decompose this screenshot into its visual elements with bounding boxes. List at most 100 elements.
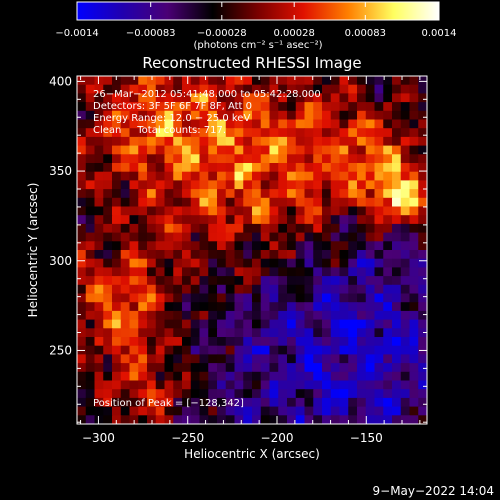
heatmap-cell (365, 250, 376, 260)
heatmap-cell (383, 380, 393, 390)
heatmap-cell (243, 171, 253, 181)
heatmap-cell (252, 163, 262, 173)
heatmap-cell (120, 284, 131, 295)
heatmap-cell (365, 76, 376, 86)
heatmap-cell (208, 406, 218, 416)
heatmap-cell (243, 337, 253, 347)
heatmap-cell (208, 93, 218, 103)
heatmap-cell (199, 250, 209, 260)
heatmap-cell (278, 189, 288, 199)
heatmap-cell (418, 197, 427, 208)
heatmap-cell (304, 276, 314, 286)
heatmap-cell (164, 241, 174, 251)
heatmap-cell (85, 310, 96, 321)
heatmap-cell (287, 345, 297, 355)
heatmap-cell (383, 110, 393, 121)
heatmap-cell (217, 380, 227, 390)
heatmap-cell (173, 389, 183, 399)
heatmap-cell (225, 128, 236, 138)
heatmap-cell (260, 232, 271, 242)
heatmap-cell (304, 397, 314, 408)
heatmap-cell (392, 119, 402, 129)
heatmap-cell (103, 250, 113, 260)
heatmap-cell (112, 319, 122, 329)
heatmap-cell (94, 319, 104, 329)
heatmap-cell (138, 284, 148, 295)
heatmap-cell (208, 163, 218, 173)
heatmap-cell (418, 163, 427, 173)
heatmap-cell (313, 302, 323, 312)
heatmap-cell (295, 397, 306, 408)
heatmap-cell (217, 276, 227, 286)
heatmap-cell (155, 102, 166, 112)
heatmap-cell (348, 406, 358, 416)
heatmap-cell (208, 189, 218, 199)
heatmap-cell (409, 189, 419, 199)
heatmap-cell (278, 389, 288, 399)
heatmap-cell (409, 415, 419, 424)
heatmap-cell (85, 302, 96, 312)
heatmap-cell (234, 76, 244, 86)
heatmap-cell (409, 119, 419, 129)
heatmap-cell (365, 258, 376, 268)
heatmap-cell (339, 250, 349, 260)
heatmap-cell (269, 128, 279, 138)
heatmap-cell (234, 206, 244, 216)
heatmap-cell (147, 310, 157, 321)
heatmap-cell (208, 284, 218, 295)
heatmap-cell (120, 180, 131, 190)
heatmap-cell (217, 171, 227, 181)
heatmap-cell (243, 163, 253, 173)
heatmap-cell (348, 310, 358, 321)
heatmap-cell (190, 241, 201, 251)
heatmap-cell (243, 241, 253, 251)
heatmap-cell (400, 310, 411, 321)
heatmap-cell (383, 284, 393, 295)
heatmap-cell (278, 180, 288, 190)
heatmap-cell (392, 102, 402, 112)
heatmap-cell (234, 276, 244, 286)
heatmap-cell (339, 197, 349, 208)
colorbar-tick-label: 0.00083 (345, 28, 386, 39)
heatmap-cell (173, 102, 183, 112)
heatmap-cell (147, 189, 157, 199)
heatmap-cell (147, 389, 157, 399)
heatmap-cell (348, 145, 358, 155)
heatmap-cell (252, 180, 262, 190)
heatmap-cell (295, 145, 306, 155)
heatmap-cell (260, 406, 271, 416)
heatmap-cell (278, 406, 288, 416)
heatmap-cell (357, 397, 367, 408)
heatmap-cell (112, 197, 122, 208)
heatmap-cell (330, 189, 341, 199)
annotation-clean-counts: Clean Total counts: 717. (93, 125, 226, 136)
heatmap-cell (234, 328, 244, 338)
heatmap-cell (77, 171, 87, 181)
heatmap-cell (182, 293, 192, 303)
heatmap-cell (322, 250, 332, 260)
heatmap-cell (252, 337, 262, 347)
colorbar-tick-label: 0.00028 (274, 28, 315, 39)
heatmap-cell (138, 389, 148, 399)
heatmap-cell (418, 337, 427, 347)
heatmap-cell (138, 415, 148, 424)
heatmap-cell (392, 145, 402, 155)
heatmap-cell (252, 310, 262, 321)
heatmap-cell (287, 215, 297, 225)
heatmap-cell (147, 206, 157, 216)
heatmap-cell (278, 145, 288, 155)
heatmap-cell (374, 380, 384, 390)
heatmap-cell (313, 319, 323, 329)
heatmap-cell (339, 267, 349, 277)
heatmap-cell (103, 119, 113, 129)
heatmap-cell (252, 389, 262, 399)
heatmap-cell (322, 223, 332, 234)
heatmap-cell (330, 310, 341, 321)
heatmap-cell (330, 136, 341, 147)
heatmap-cell (400, 145, 411, 155)
heatmap-cell (94, 76, 104, 86)
heatmap-cell (243, 154, 253, 164)
heatmap-cell (357, 206, 367, 216)
heatmap-cell (173, 223, 183, 234)
